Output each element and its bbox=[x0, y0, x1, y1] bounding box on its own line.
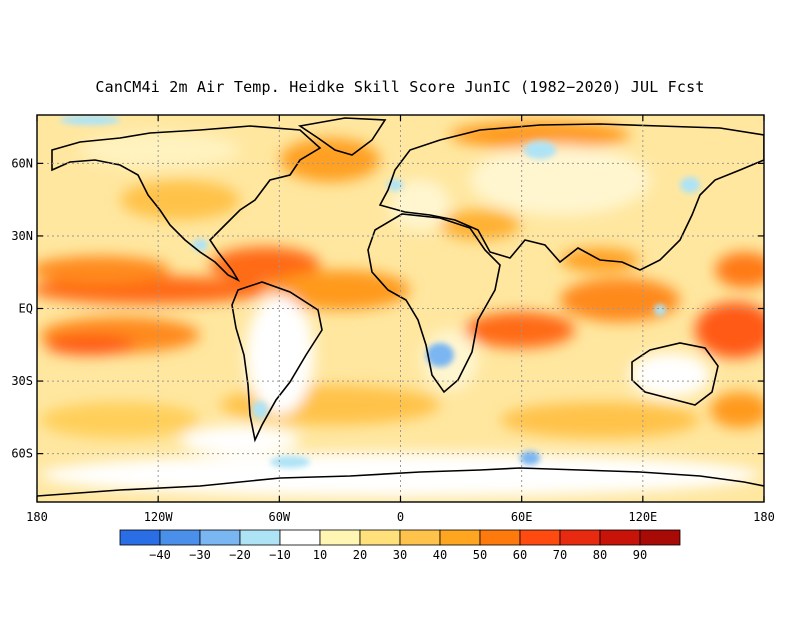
colorbar-label: 70 bbox=[553, 548, 567, 562]
lon-tick-label: 180 bbox=[26, 510, 48, 524]
lon-tick-label: 120E bbox=[628, 510, 657, 524]
colorbar-swatch bbox=[159, 529, 201, 546]
colorbar-swatch bbox=[359, 529, 401, 546]
coastline-africa bbox=[367, 213, 501, 394]
colorbar-label: 20 bbox=[353, 548, 367, 562]
lon-tick-label: 60E bbox=[511, 510, 533, 524]
lat-tick-label: 30N bbox=[11, 229, 33, 243]
lat-tick-label: 60S bbox=[11, 447, 33, 461]
colorbar-label: 60 bbox=[513, 548, 527, 562]
colorbar-label: 80 bbox=[593, 548, 607, 562]
colorbar-swatch bbox=[479, 529, 521, 546]
lon-tick-label: 180 bbox=[753, 510, 775, 524]
colorbar-label: 40 bbox=[433, 548, 447, 562]
colorbar-swatch bbox=[119, 529, 161, 546]
lat-tick-label: EQ bbox=[19, 302, 33, 316]
map-axes: 60N 30N EQ 30S 60S 180 120W 60W 0 60E 120E 180 bbox=[11, 115, 775, 524]
coastline-greenland bbox=[297, 117, 387, 156]
colorbar-label: −10 bbox=[269, 548, 291, 562]
colorbar-label: 30 bbox=[393, 548, 407, 562]
colorbar-swatch bbox=[439, 529, 481, 546]
lon-tick-label: 60W bbox=[268, 510, 290, 524]
coastline-australia bbox=[631, 342, 719, 406]
colorbar-swatch bbox=[559, 529, 601, 546]
colorbar-label: 10 bbox=[313, 548, 327, 562]
coastline-eurasia bbox=[378, 123, 764, 271]
coastline-antarctica bbox=[37, 467, 764, 497]
lat-tick-label: 30S bbox=[11, 374, 33, 388]
coastlines bbox=[37, 117, 764, 497]
map-grid bbox=[37, 115, 764, 502]
coastline-north-america bbox=[51, 125, 322, 282]
lat-tick-label: 60N bbox=[11, 156, 33, 170]
colorbar: −40 −30 −20 −10 10 20 30 40 50 60 70 80 90 bbox=[119, 529, 681, 562]
chart-title: CanCM4i 2m Air Temp. Heidke Skill Score … bbox=[95, 78, 705, 96]
colorbar-label: −20 bbox=[229, 548, 251, 562]
colorbar-swatch bbox=[279, 529, 321, 546]
colorbar-label: 90 bbox=[633, 548, 647, 562]
colorbar-swatch bbox=[239, 529, 281, 546]
lon-tick-label: 0 bbox=[397, 510, 404, 524]
colorbar-swatch bbox=[399, 529, 441, 546]
colorbar-label: −40 bbox=[149, 548, 171, 562]
colorbar-swatch bbox=[599, 529, 641, 546]
colorbar-swatch bbox=[319, 529, 361, 546]
lon-tick-label: 120W bbox=[144, 510, 174, 524]
colorbar-swatch bbox=[519, 529, 561, 546]
coastline-south-america bbox=[231, 281, 323, 443]
colorbar-label: −30 bbox=[189, 548, 211, 562]
colorbar-swatch bbox=[639, 529, 681, 546]
colorbar-swatch bbox=[199, 529, 241, 546]
colorbar-label: 50 bbox=[473, 548, 487, 562]
